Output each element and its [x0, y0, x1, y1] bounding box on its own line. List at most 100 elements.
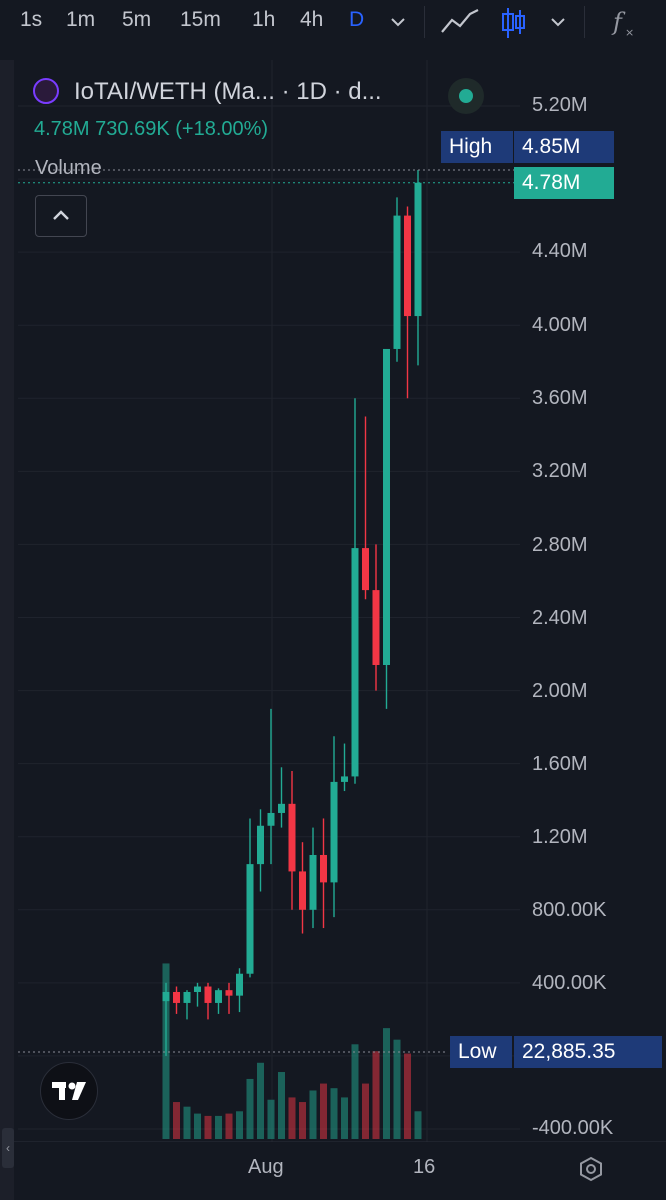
time-tick: 16: [413, 1156, 436, 1178]
volume-bar: [341, 1097, 348, 1139]
volume-bar: [278, 1072, 285, 1139]
timeframe-4h[interactable]: 4h: [300, 8, 324, 31]
left-sidebar-strip: [0, 60, 14, 1200]
volume-bar: [183, 1106, 191, 1139]
candle-body: [309, 854, 317, 910]
price-tick: 2.00M: [532, 680, 588, 702]
high-value-tag: 4.85M: [514, 131, 614, 163]
svg-text:f: f: [611, 8, 626, 36]
timeframe-d[interactable]: D: [349, 8, 365, 31]
volume-bar: [372, 1051, 380, 1139]
legend-values: 4.78M 730.69K (+18.00%): [34, 118, 268, 141]
settings-icon[interactable]: [578, 1156, 604, 1182]
timeframe-15m[interactable]: 15m: [180, 8, 221, 31]
candle-body: [299, 871, 306, 910]
top-toolbar: 1s 1m 5m 15m 1h 4h D f ×: [0, 0, 666, 44]
volume-bar: [309, 1090, 317, 1139]
tradingview-logo-icon: [52, 1082, 86, 1100]
volume-bars: [162, 963, 422, 1139]
chevron-down-icon[interactable]: [386, 6, 410, 38]
volume-indicator-label[interactable]: Volume: [35, 157, 102, 179]
toolbar-divider: [424, 6, 425, 38]
candle-body: [393, 215, 401, 349]
price-tick: 5.20M: [532, 94, 588, 116]
token-logo: [33, 78, 59, 104]
candle-body: [404, 215, 411, 317]
high-label-tag: High: [441, 131, 513, 163]
sidebar-toggle-button[interactable]: ‹: [2, 1128, 14, 1168]
volume-bar: [320, 1083, 327, 1139]
time-tick: Aug: [248, 1156, 284, 1178]
last-price: 4.78M: [34, 118, 90, 140]
volume-bar: [215, 1115, 222, 1139]
volume-bar: [299, 1102, 306, 1139]
candle-body: [236, 973, 243, 996]
volume-bar: [246, 1078, 254, 1139]
timeframe-1m[interactable]: 1m: [66, 8, 96, 31]
svg-text:×: ×: [625, 26, 634, 39]
candle-body: [257, 825, 264, 865]
price-tick: 3.20M: [532, 460, 588, 482]
volume-bar: [393, 1039, 401, 1139]
volume-bar: [414, 1111, 422, 1139]
price-tick: 2.40M: [532, 607, 588, 629]
candle-body: [194, 986, 201, 992]
price-tick: 1.60M: [532, 753, 588, 775]
volume-bar: [257, 1062, 264, 1139]
price-tick: 400.00K: [532, 972, 607, 994]
candle-body: [362, 548, 369, 591]
price-guides: [18, 169, 514, 1053]
volume-bar: [404, 1053, 411, 1139]
tradingview-logo[interactable]: [40, 1062, 98, 1120]
timeframe-1h[interactable]: 1h: [252, 8, 276, 31]
timeframe-5m[interactable]: 5m: [122, 8, 152, 31]
timeframe-1s[interactable]: 1s: [20, 8, 43, 31]
candle-body: [414, 182, 422, 317]
volume-bar: [194, 1113, 201, 1139]
price-tick: -400.00K: [532, 1117, 614, 1139]
volume-bar: [204, 1115, 212, 1139]
volume-bar: [351, 1044, 359, 1139]
price-tick: 4.40M: [532, 240, 588, 262]
candle-body: [341, 776, 348, 782]
candle-body: [162, 991, 170, 1002]
indicators-fx-icon[interactable]: f ×: [610, 6, 640, 40]
candle-body: [215, 990, 222, 1003]
candle-body: [204, 986, 212, 1003]
volume-bar: [383, 1028, 390, 1139]
candle-body: [320, 854, 327, 883]
candlesticks: [162, 169, 422, 1056]
candle-body: [173, 991, 180, 1003]
price-tick: 2.80M: [532, 534, 588, 556]
line-chart-icon[interactable]: [440, 6, 480, 38]
candle-body: [330, 781, 338, 883]
candle-body: [372, 590, 380, 665]
volume-bar: [330, 1088, 338, 1139]
market-status-indicator[interactable]: [448, 78, 484, 114]
symbol-title[interactable]: IoTAI/WETH (Ma... · 1D · d...: [74, 78, 382, 105]
candle-body: [351, 548, 359, 777]
price-tick: 1.20M: [532, 826, 588, 848]
change-abs: 730.69K: [95, 118, 170, 140]
candle-body: [225, 990, 233, 996]
candle-body: [278, 803, 285, 813]
candle-body: [383, 348, 390, 665]
chevron-down-icon[interactable]: [546, 6, 570, 38]
last-price-tag: 4.78M: [514, 167, 614, 199]
low-label-tag: Low: [450, 1036, 512, 1068]
candle-body: [267, 812, 275, 826]
volume-bar: [362, 1083, 369, 1139]
price-tick: 3.60M: [532, 387, 588, 409]
price-chart[interactable]: [0, 60, 666, 1142]
low-value-tag: 22,885.35: [514, 1036, 662, 1068]
candlestick-icon[interactable]: [500, 6, 528, 40]
legend-collapse-button[interactable]: [35, 195, 87, 237]
price-tick: 4.00M: [532, 314, 588, 336]
volume-bar: [288, 1097, 296, 1139]
toolbar-divider: [584, 6, 585, 38]
candle-body: [288, 803, 296, 872]
chevron-up-icon: [53, 210, 69, 220]
change-pct: (+18.00%): [175, 118, 269, 140]
volume-bar: [225, 1113, 233, 1139]
candle-body: [183, 991, 191, 1003]
